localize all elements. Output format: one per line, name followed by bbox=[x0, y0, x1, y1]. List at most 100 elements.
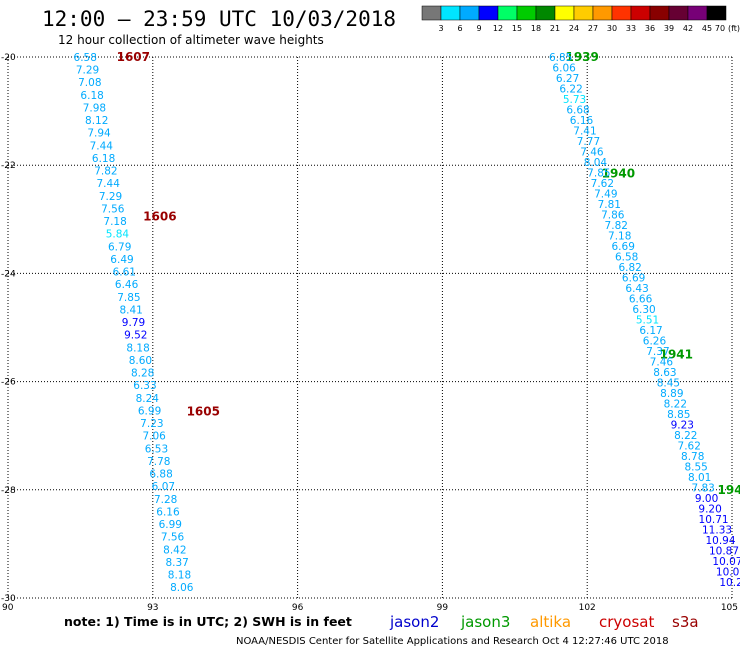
wave-height-point: 7.78 bbox=[147, 456, 170, 468]
wave-height-point: 8.01 bbox=[688, 472, 711, 484]
wave-height-point: 7.85 bbox=[117, 292, 140, 304]
wave-height-point: 7.82 bbox=[605, 220, 628, 232]
wave-height-point: 8.22 bbox=[664, 398, 687, 410]
track-number-label: 1940 bbox=[602, 166, 635, 180]
color-scale-swatch bbox=[459, 5, 480, 21]
wave-height-point: 9.23 bbox=[671, 419, 694, 431]
chart-subtitle: 12 hour collection of altimeter wave hei… bbox=[58, 33, 324, 47]
wave-height-point: 8.24 bbox=[136, 393, 160, 405]
wave-height-point: 6.26 bbox=[643, 335, 667, 347]
wave-height-point: 7.77 bbox=[577, 136, 600, 148]
track-labels: 1607 1606 1605 1939 1940 1941 1942 bbox=[117, 50, 740, 497]
color-scale-legend: 3 6 9 12 15 18 21 24 27 30 33 36 39 42 45 70 (ft) bbox=[421, 5, 740, 33]
wave-height-point: 6.49 bbox=[110, 254, 133, 266]
y-tick-label: -30 bbox=[1, 594, 16, 604]
wave-height-point: 8.06 bbox=[170, 582, 194, 594]
color-scale-tick: 70 bbox=[715, 24, 725, 33]
wave-height-point: 7.81 bbox=[598, 199, 621, 211]
wave-height-point: 7.94 bbox=[87, 128, 111, 140]
wave-height-point: 6.16 bbox=[156, 506, 180, 518]
wave-height-point: 6.18 bbox=[92, 153, 115, 165]
wave-height-point: 8.28 bbox=[131, 368, 154, 380]
legend-altika: altika bbox=[530, 613, 571, 631]
color-scale-swatch bbox=[630, 5, 651, 21]
wave-height-point: 7.85 bbox=[587, 167, 610, 179]
y-tick-label: -20 bbox=[1, 53, 16, 63]
wave-height-point: 7.62 bbox=[591, 178, 614, 190]
wave-height-point: 7.82 bbox=[94, 166, 117, 178]
color-scale-swatch bbox=[706, 5, 727, 21]
wave-height-point: 8.18 bbox=[126, 342, 149, 354]
track-number-label: 1605 bbox=[187, 404, 220, 418]
wave-height-point: 7.56 bbox=[101, 203, 125, 215]
wave-height-point: 6.27 bbox=[556, 73, 579, 85]
wave-height-point: 8.37 bbox=[165, 557, 188, 569]
color-scale-swatch bbox=[440, 5, 461, 21]
x-tick-label: 105 bbox=[721, 603, 738, 613]
track-number-label: 1941 bbox=[660, 348, 693, 362]
wave-height-point: 8.63 bbox=[653, 367, 676, 379]
wave-height-point: 7.28 bbox=[154, 494, 177, 506]
x-tick-label: 99 bbox=[437, 603, 449, 613]
color-scale-tick: 18 bbox=[531, 24, 541, 33]
wave-height-point: 9.79 bbox=[122, 317, 145, 329]
wave-height-point: 9.00 bbox=[695, 493, 718, 505]
y-tick-label: -26 bbox=[1, 378, 16, 388]
x-axis-ticks: 90 93 96 99 102 105 bbox=[2, 603, 738, 613]
wave-height-point: 6.79 bbox=[108, 241, 131, 253]
wave-height-point: 6.07 bbox=[152, 481, 175, 493]
wave-height-point: 6.46 bbox=[115, 279, 139, 291]
wave-height-point: 10.07 bbox=[712, 556, 740, 568]
wave-height-point: 6.69 bbox=[612, 241, 635, 253]
wave-height-point: 6.22 bbox=[559, 83, 582, 95]
wave-height-point: 7.18 bbox=[608, 230, 631, 242]
wave-height-point: 8.41 bbox=[119, 304, 142, 316]
wave-height-point: 6.88 bbox=[149, 469, 172, 481]
wave-height-point: 9.52 bbox=[124, 330, 147, 342]
wave-height-point: 6.53 bbox=[145, 443, 168, 455]
color-scale-tick: 24 bbox=[569, 24, 579, 33]
wave-height-point: 8.60 bbox=[129, 355, 152, 367]
x-tick-label: 93 bbox=[147, 603, 158, 613]
chart-title: 12:00 – 23:59 UTC 10/03/2018 bbox=[42, 7, 396, 31]
wave-height-point: 7.46 bbox=[650, 356, 674, 368]
color-scale-swatch bbox=[592, 5, 613, 21]
color-scale-tick: 21 bbox=[550, 24, 560, 33]
x-tick-label: 90 bbox=[2, 603, 14, 613]
color-scale-swatch bbox=[649, 5, 670, 21]
color-scale-tick: 15 bbox=[512, 24, 522, 33]
y-axis-ticks: -20 -22 -24 -26 -28 -30 bbox=[1, 53, 16, 604]
wave-height-point: 5.73 bbox=[563, 94, 586, 106]
wave-height-point: 8.55 bbox=[684, 461, 707, 473]
color-scale-tick: 45 bbox=[702, 24, 712, 33]
wave-height-point: 5.51 bbox=[636, 314, 659, 326]
color-scale-swatch bbox=[478, 5, 499, 21]
wave-height-point: 8.78 bbox=[681, 451, 704, 463]
color-scale-swatch bbox=[611, 5, 632, 21]
wave-height-point: 5.84 bbox=[106, 229, 130, 241]
wave-height-point: 8.45 bbox=[657, 377, 680, 389]
color-scale-tick: 3 bbox=[438, 24, 443, 33]
x-tick-label: 102 bbox=[579, 603, 596, 613]
wave-height-point: 10.05 bbox=[716, 566, 740, 578]
wave-height-point: 7.37 bbox=[646, 346, 669, 358]
y-tick-label: -28 bbox=[1, 486, 16, 496]
wave-height-point: 6.66 bbox=[629, 293, 653, 305]
wave-height-point: 7.29 bbox=[76, 65, 99, 77]
wave-height-point: 8.04 bbox=[584, 157, 608, 169]
wave-height-point: 10.23 bbox=[719, 577, 740, 589]
track-number-label: 1607 bbox=[117, 50, 150, 64]
track-number-label: 1942 bbox=[718, 483, 740, 497]
wave-height-point: 6.82 bbox=[618, 262, 641, 274]
legend-jason3: jason3 bbox=[460, 613, 510, 631]
wave-height-point: 10.71 bbox=[699, 514, 729, 526]
legend-jason2: jason2 bbox=[389, 613, 439, 631]
wave-height-point: 6.33 bbox=[133, 380, 156, 392]
color-scale-swatch bbox=[497, 5, 518, 21]
wave-height-point: 6.58 bbox=[74, 52, 97, 64]
color-scale-tick: 27 bbox=[588, 24, 598, 33]
wave-height-point: 6.99 bbox=[159, 519, 182, 531]
wave-height-point: 6.30 bbox=[632, 304, 655, 316]
color-scale-swatch bbox=[687, 5, 708, 21]
wave-height-point: 6.58 bbox=[615, 251, 638, 263]
